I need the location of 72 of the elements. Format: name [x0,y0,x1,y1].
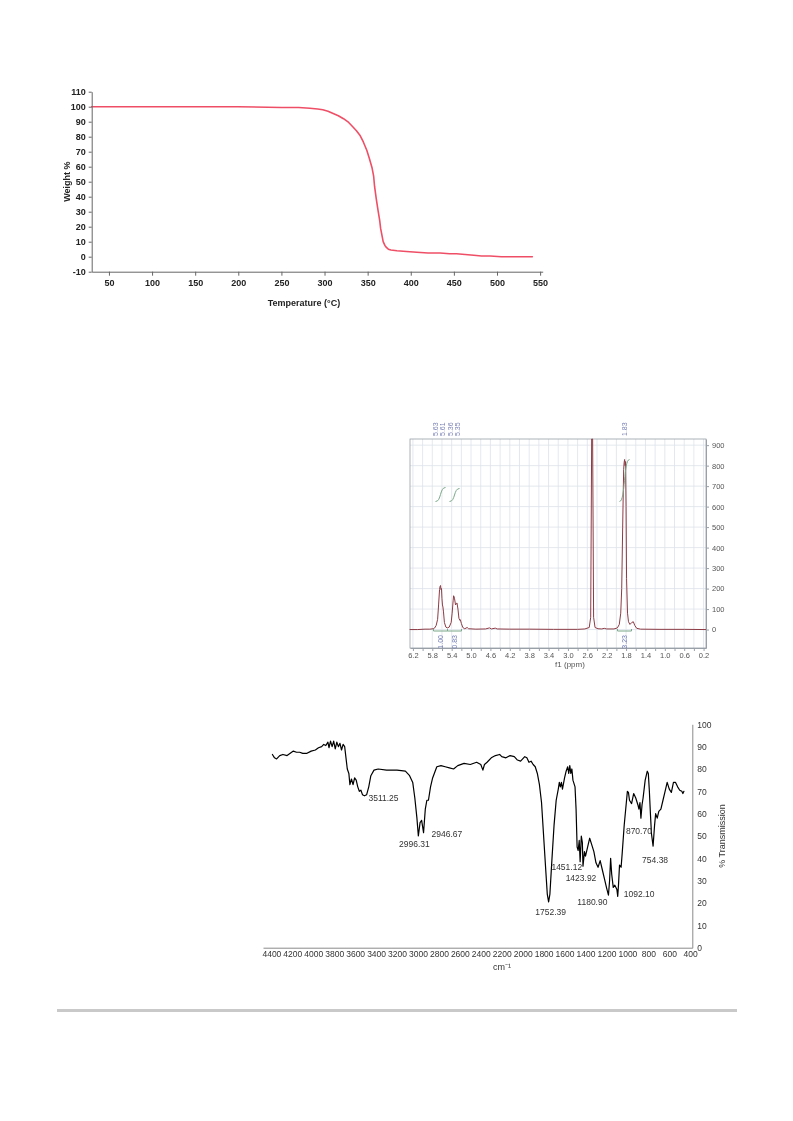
x-tick-label: 3400 [367,948,387,959]
x-tick-label: 2600 [450,948,471,959]
x-tick-label: 3600 [346,948,366,959]
y-tick-label: 30 [75,207,86,218]
line-series [90,105,534,258]
y-tick-label: -10 [72,267,86,278]
annotation: 1092.10 [623,889,655,900]
y-axis-title: % Transmission [717,804,728,868]
y-tick-label: 40 [75,192,86,203]
x-tick-label: 100 [145,278,161,289]
y-tick-label: 80 [697,764,708,775]
x-tick-label: 2800 [429,948,450,959]
x-tick-label: 250 [274,278,290,289]
x-tick-label: 2400 [471,948,492,959]
x-tick-label: 600 [662,948,678,959]
x-tick-label: 800 [641,948,657,959]
annotation: 2946.67 [431,828,463,839]
x-tick-label: 300 [317,278,333,289]
x-tick-label: 2000 [513,948,533,959]
y-tick-label: 10 [75,237,86,248]
y-tick-label: 60 [697,808,708,819]
line-series [271,740,685,903]
y-tick-label: 0 [80,252,86,263]
x-axis-title: cm⁻¹ [493,962,511,972]
x-tick-label: 2200 [492,948,512,959]
y-tick-label: 70 [75,147,86,158]
y-tick-label: 90 [697,741,708,752]
x-tick-label: 1200 [597,948,617,959]
y-tick-label: 70 [697,786,708,797]
annotation: 1451.12 [551,861,583,872]
x-tick-label: 4400 [262,948,282,959]
y-tick-label: 20 [75,222,86,233]
x-tick-label: 450 [446,278,462,289]
y-tick-label: 90 [75,117,86,128]
x-axis-title: f1 (ppm) [555,660,586,669]
y-tick-label: 50 [75,177,86,188]
y-tick-label: 100 [70,102,86,113]
y-tick-label: 110 [71,87,86,98]
x-tick-label: 4000 [304,948,324,959]
y-tick-label: 100 [697,719,712,730]
annotation: 2996.31 [398,839,430,849]
x-tick-label: 400 [403,278,419,289]
x-tick-label: 150 [188,278,204,289]
x-tick-label: 350 [360,278,376,289]
x-tick-label: 3000 [409,948,429,959]
x-tick-label: 3800 [325,948,345,959]
x-tick-label: 1600 [555,948,575,959]
annotation: 754.38 [642,855,669,866]
x-tick-label: 200 [231,278,247,289]
annotation: 1180.90 [577,897,608,908]
annotation: 3511.25 [368,792,399,803]
y-tick-label: 30 [697,875,708,886]
y-tick-label: 20 [697,898,708,909]
y-tick-label: 0 [697,942,703,953]
y-tick-label: 80 [75,132,86,143]
x-tick-label: 1400 [576,948,596,959]
x-tick-label: 550 [533,278,549,289]
annotation: 1752.39 [535,906,567,917]
y-tick-label: 10 [697,920,708,931]
x-tick-label: 500 [489,278,506,289]
x-tick-label: 3200 [388,948,408,959]
line-series [409,438,707,631]
x-tick-label: 1000 [618,948,638,959]
x-tick-label: 1800 [534,948,554,959]
x-tick-label: 4200 [283,948,303,959]
y-axis-title: Weight % [62,161,73,202]
y-tick-label: 60 [75,162,86,173]
y-tick-label: 50 [697,831,708,842]
x-axis-title: Temperature (°C) [267,298,341,308]
annotation: 1423.92 [565,873,597,884]
x-tick-label: 50 [104,278,115,289]
y-tick-label: 40 [697,853,708,864]
